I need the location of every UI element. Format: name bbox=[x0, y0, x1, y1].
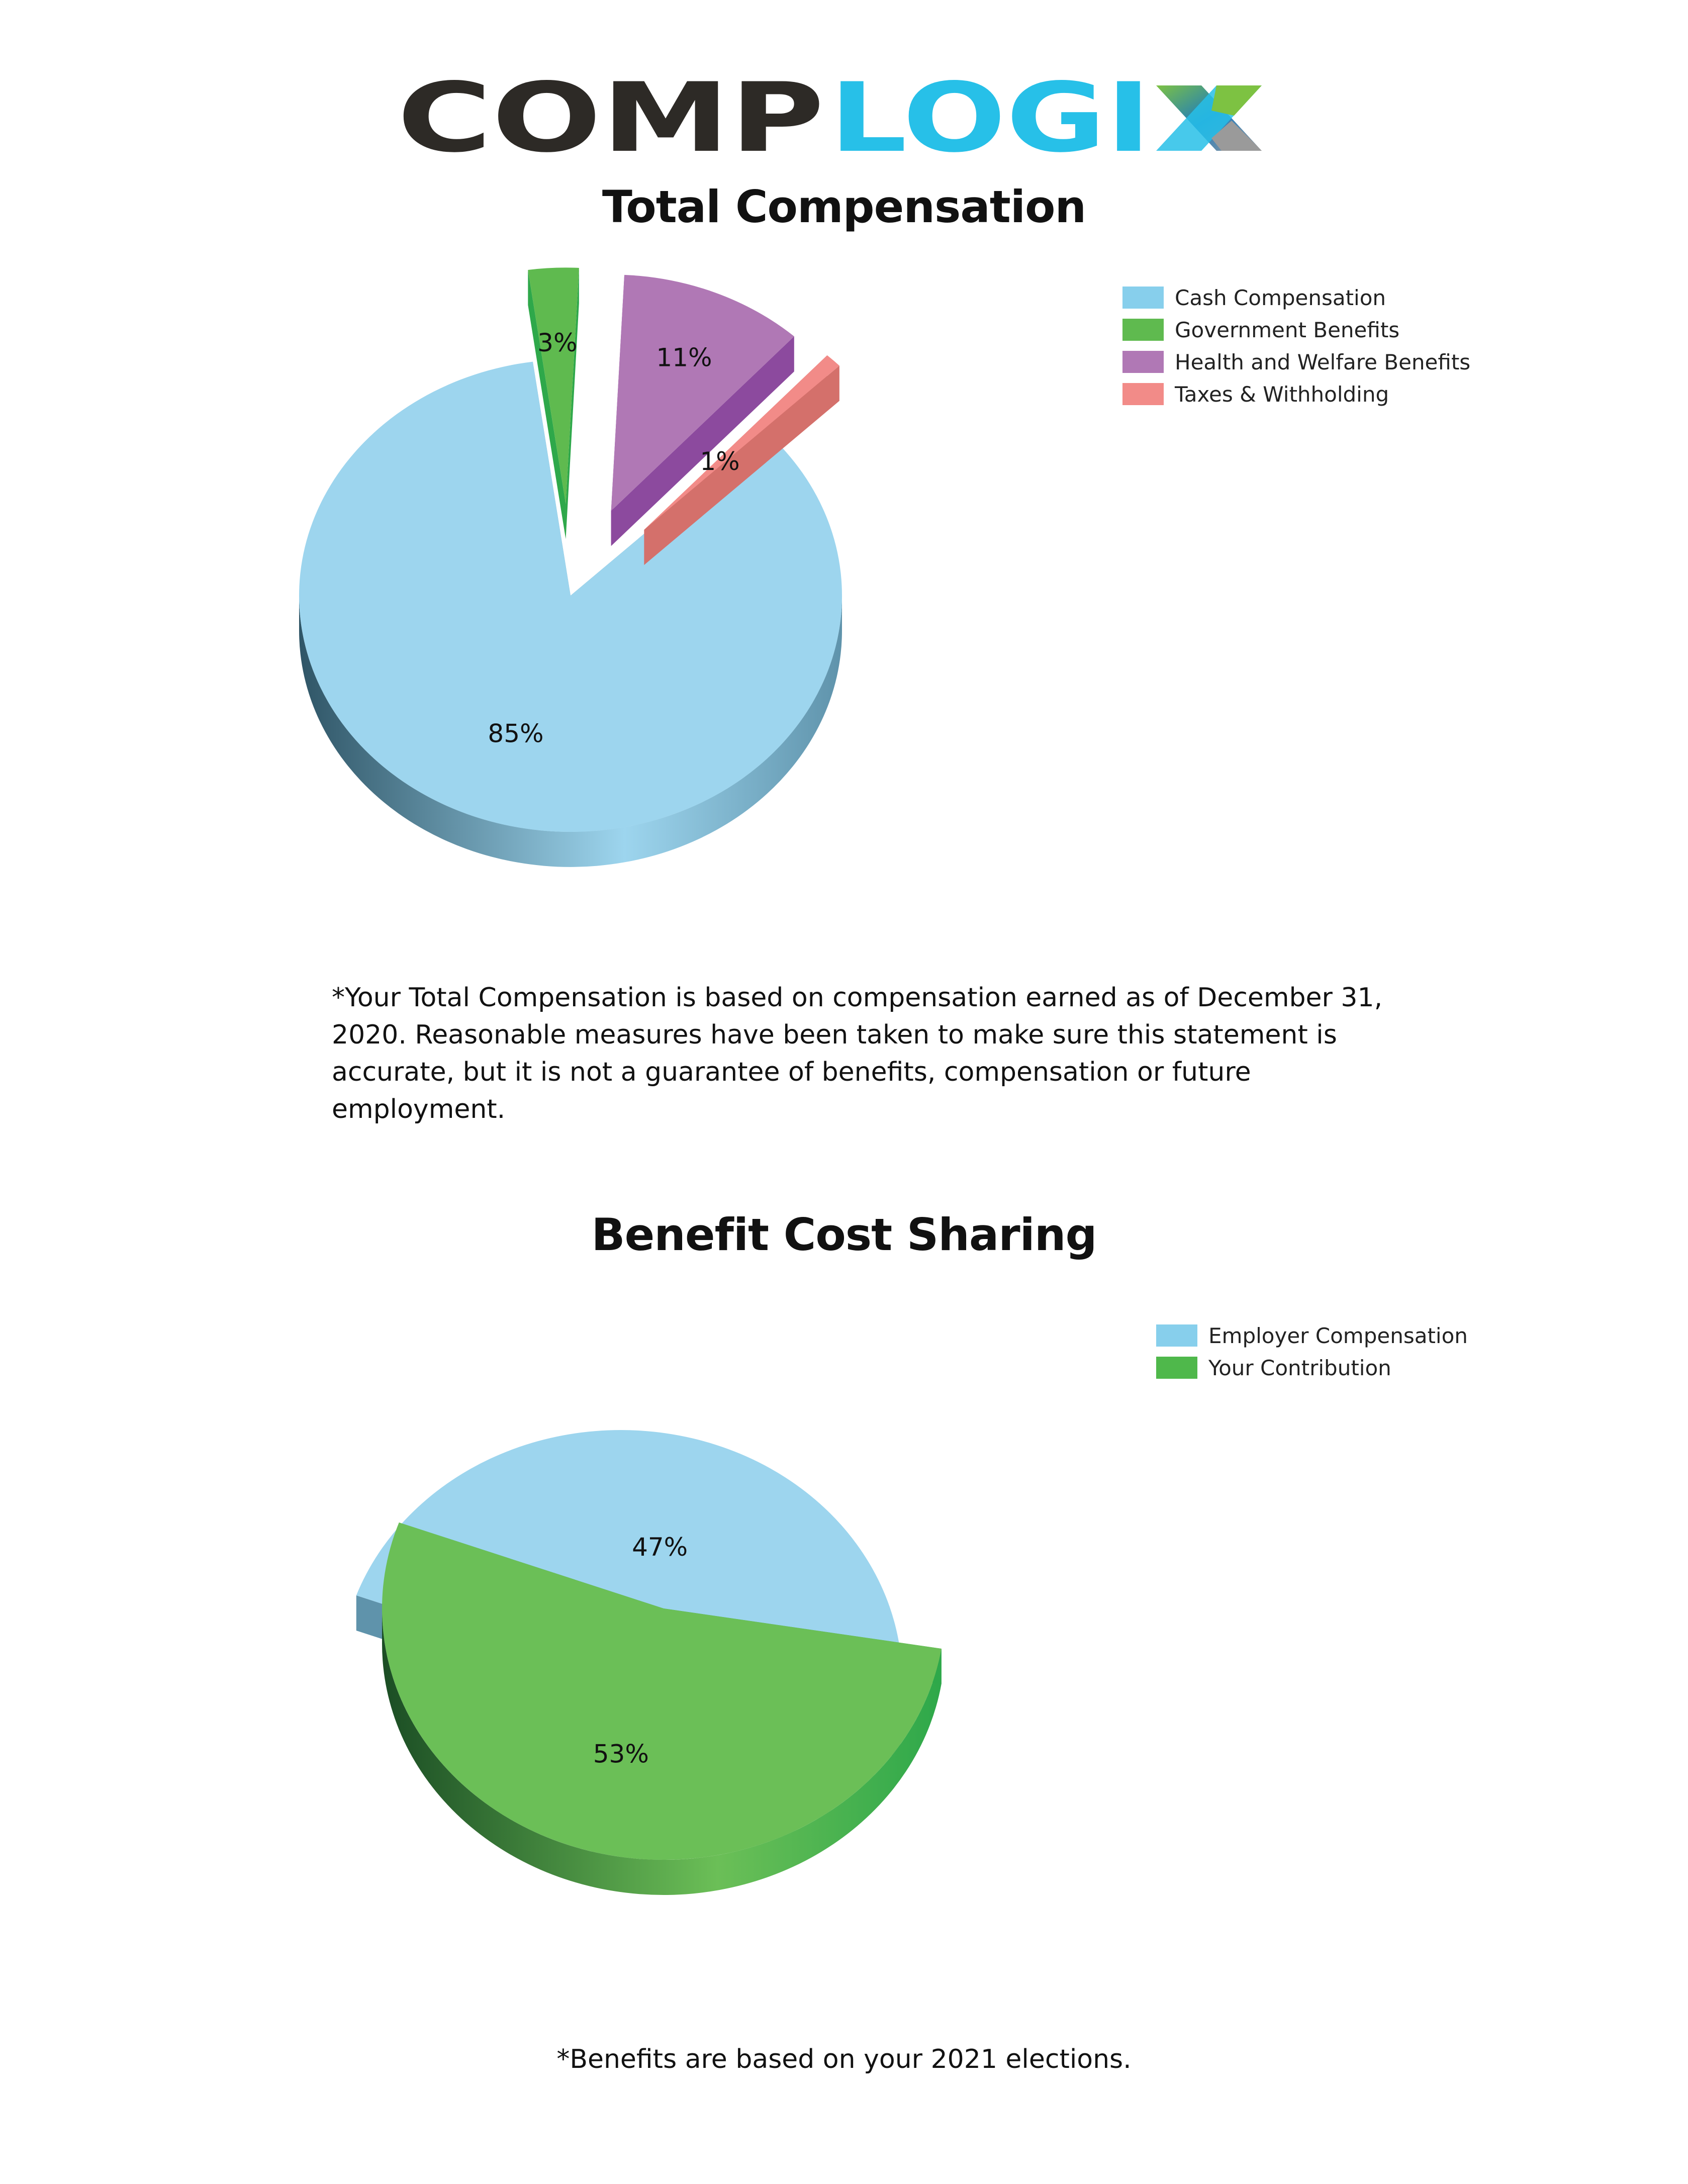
logo-text-light: LOGI bbox=[829, 75, 1151, 161]
legend-benefit-cost-sharing: Employer Compensation Your Contribution bbox=[1156, 1319, 1468, 1384]
slice-edge bbox=[644, 365, 839, 565]
legend-total-compensation: Cash Compensation Government Benefits Heal… bbox=[1122, 281, 1470, 410]
legend-label: Taxes & Withholding bbox=[1175, 382, 1389, 407]
slice-top bbox=[644, 355, 839, 530]
legend-item: Taxes & Withholding bbox=[1122, 378, 1470, 410]
legend-swatch bbox=[1122, 287, 1164, 309]
legend-swatch bbox=[1122, 383, 1164, 405]
legend-swatch bbox=[1122, 319, 1164, 341]
legend-item: Your Contribution bbox=[1156, 1352, 1468, 1384]
legend-label: Employer Compensation bbox=[1208, 1323, 1468, 1348]
slice-percent-label: 47% bbox=[632, 1533, 688, 1562]
legend-label: Government Benefits bbox=[1175, 317, 1400, 342]
legend-swatch bbox=[1122, 351, 1164, 373]
note-line: 2020. Reasonable measures have been take… bbox=[332, 1020, 1337, 1050]
complogix-logo: COMP LOGI bbox=[397, 75, 1262, 161]
slice-top bbox=[299, 361, 842, 832]
slice-percent-label: 1% bbox=[700, 447, 739, 476]
total-compensation-note: *Your Total Compensation is based on com… bbox=[332, 979, 1387, 1128]
slice-percent-label: 85% bbox=[488, 719, 543, 748]
pie-slice-health-and-welfare-benefits: 11% bbox=[611, 274, 794, 546]
note-line: employment. bbox=[332, 1094, 506, 1124]
slice-percent-label: 11% bbox=[656, 343, 712, 372]
benefits-note: *Benefits are based on your 2021 electio… bbox=[556, 2044, 1132, 2074]
legend-item: Employer Compensation bbox=[1156, 1319, 1468, 1352]
legend-item: Government Benefits bbox=[1122, 314, 1470, 346]
total-compensation-pie: 85% 3% 11% 1% bbox=[299, 267, 842, 867]
chart-title-total-compensation: Total Compensation bbox=[602, 181, 1086, 233]
slice-top bbox=[528, 267, 579, 504]
pie-slice-government-benefits: 3% bbox=[528, 267, 579, 539]
legend-item: Cash Compensation bbox=[1122, 281, 1470, 314]
legend-label: Cash Compensation bbox=[1175, 285, 1386, 310]
legend-label: Health and Welfare Benefits bbox=[1175, 349, 1471, 374]
legend-swatch bbox=[1156, 1357, 1197, 1379]
slice-top bbox=[382, 1522, 942, 1860]
legend-item: Health and Welfare Benefits bbox=[1122, 346, 1470, 378]
slice-edge bbox=[528, 269, 566, 539]
slice-percent-label: 3% bbox=[537, 328, 577, 357]
slice-edge bbox=[566, 267, 579, 539]
note-line: *Your Total Compensation is based on com… bbox=[332, 983, 1383, 1013]
chart-title-benefit-cost-sharing: Benefit Cost Sharing bbox=[591, 1209, 1097, 1261]
logo-text-dark: COMP bbox=[397, 75, 824, 161]
legend-label: Your Contribution bbox=[1208, 1355, 1391, 1380]
pie-slice-taxes-withholding: 1% bbox=[644, 355, 839, 565]
legend-swatch bbox=[1156, 1324, 1197, 1347]
note-line: accurate, but it is not a guarantee of b… bbox=[332, 1057, 1251, 1087]
pie-slice-your-contribution: 53% bbox=[382, 1522, 942, 1895]
logo-x-mark bbox=[1156, 85, 1262, 151]
slice-top bbox=[611, 274, 794, 511]
slice-edge bbox=[611, 336, 794, 546]
slice-percent-label: 53% bbox=[593, 1739, 649, 1768]
